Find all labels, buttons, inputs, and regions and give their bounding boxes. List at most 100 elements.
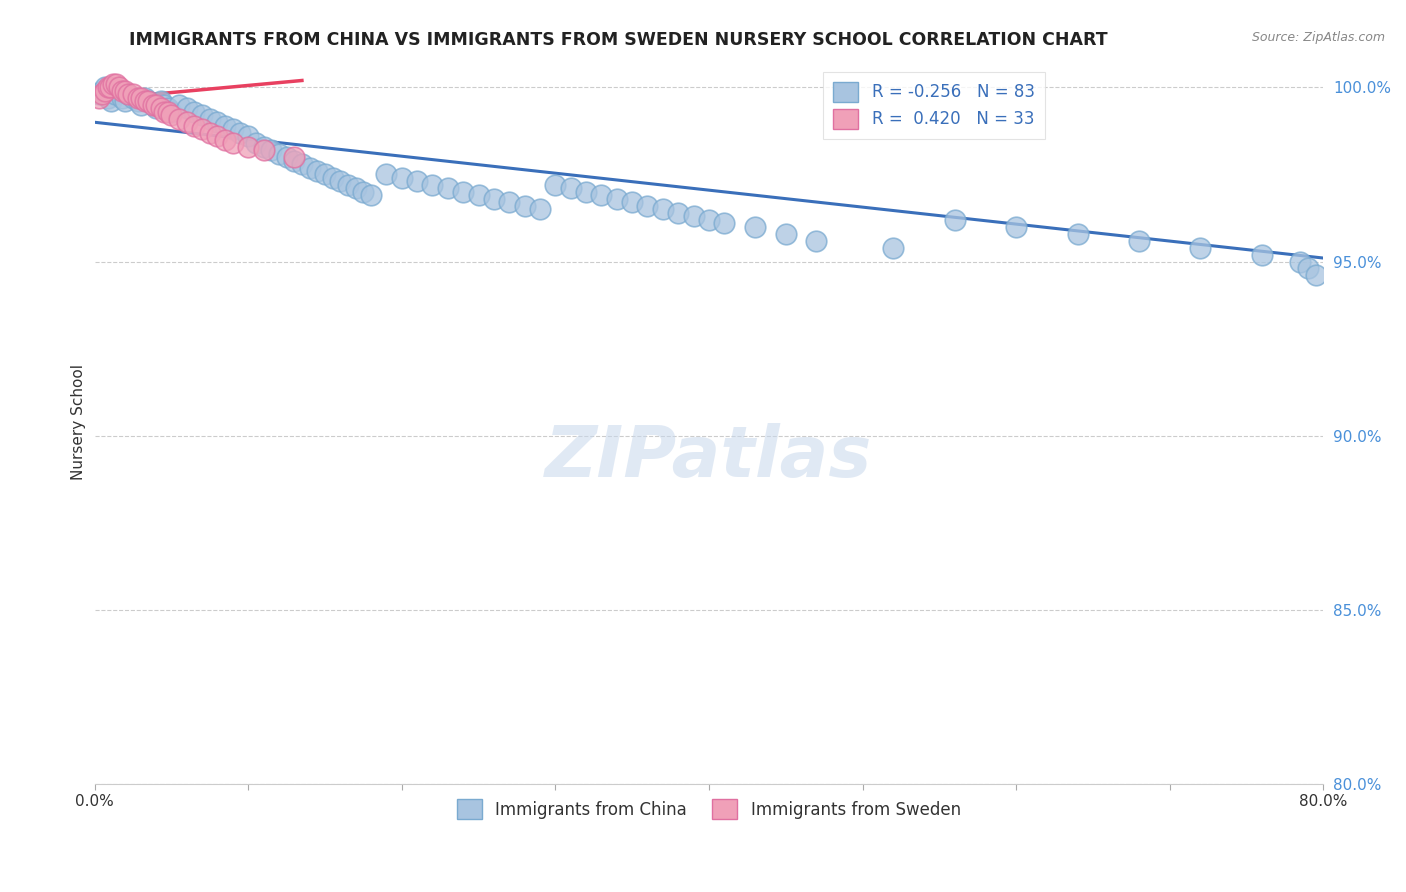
Point (149, 101, 172, 115)
Point (94, 80, 117, 95)
Legend: Immigrants from China, Immigrants from Sweden: Immigrants from China, Immigrants from S… (450, 792, 967, 826)
Point (91, 84, 114, 98)
Point (100, 95, 122, 109)
Point (176, 115, 198, 129)
Point (89, 91, 111, 105)
Point (245, 136, 267, 150)
Point (513, 199, 536, 213)
Point (606, 192, 628, 206)
Point (391, 171, 413, 186)
Point (1128, 234, 1150, 248)
Point (352, 185, 374, 199)
Point (152, 104, 174, 119)
Point (314, 168, 336, 182)
Point (222, 122, 245, 136)
Point (198, 112, 221, 126)
Y-axis label: Nursery School: Nursery School (72, 364, 86, 480)
Point (337, 178, 360, 192)
Point (114, 84, 136, 98)
Point (1250, 247, 1272, 261)
Point (214, 133, 236, 147)
Point (329, 174, 352, 188)
Point (437, 181, 460, 195)
Point (467, 188, 489, 202)
Point (360, 188, 382, 202)
Point (136, 95, 159, 109)
Point (621, 195, 644, 210)
Point (422, 178, 444, 192)
Point (134, 95, 156, 109)
Point (1289, 254, 1312, 268)
Point (260, 143, 283, 157)
Point (91, 87, 114, 102)
Point (283, 153, 305, 168)
Point (129, 91, 152, 105)
Text: ZIPatlas: ZIPatlas (546, 424, 873, 492)
Text: Source: ZipAtlas.com: Source: ZipAtlas.com (1251, 31, 1385, 45)
Point (157, 104, 180, 119)
Point (111, 91, 134, 105)
Point (651, 202, 673, 217)
Point (222, 136, 245, 150)
Point (103, 87, 125, 102)
Point (1305, 268, 1327, 283)
Point (344, 181, 367, 195)
Point (298, 161, 321, 175)
Point (882, 241, 904, 255)
Point (637, 199, 659, 213)
Point (451, 185, 474, 199)
Point (406, 174, 429, 188)
Point (575, 185, 598, 199)
Point (149, 95, 172, 109)
Point (529, 202, 551, 217)
Point (160, 104, 183, 119)
Point (307, 164, 329, 178)
Point (1066, 227, 1088, 241)
Point (167, 112, 190, 126)
Point (183, 104, 205, 119)
Point (1296, 261, 1319, 276)
Point (129, 98, 152, 112)
Point (238, 129, 260, 144)
Text: IMMIGRANTS FROM CHINA VS IMMIGRANTS FROM SWEDEN NURSERY SCHOOL CORRELATION CHART: IMMIGRANTS FROM CHINA VS IMMIGRANTS FROM… (129, 31, 1108, 49)
Point (142, 98, 165, 112)
Point (114, 95, 136, 109)
Point (591, 188, 613, 202)
Point (214, 119, 236, 133)
Point (560, 181, 582, 195)
Point (101, 77, 124, 91)
Point (697, 212, 720, 227)
Point (142, 98, 165, 112)
Point (775, 227, 797, 241)
Point (252, 139, 274, 153)
Point (943, 212, 966, 227)
Point (105, 77, 128, 91)
Point (111, 84, 134, 98)
Point (1005, 219, 1028, 234)
Point (1189, 241, 1212, 255)
Point (276, 150, 298, 164)
Point (291, 157, 314, 171)
Point (666, 206, 689, 220)
Point (322, 171, 344, 186)
Point (744, 219, 766, 234)
Point (544, 178, 567, 192)
Point (238, 139, 260, 153)
Point (160, 108, 183, 122)
Point (207, 115, 229, 129)
Point (806, 234, 828, 248)
Point (482, 192, 505, 206)
Point (229, 126, 252, 140)
Point (107, 84, 129, 98)
Point (98, 80, 121, 95)
Point (713, 216, 735, 230)
Point (152, 98, 174, 112)
Point (267, 146, 290, 161)
Point (252, 143, 274, 157)
Point (198, 126, 221, 140)
Point (283, 150, 305, 164)
Point (498, 195, 520, 210)
Point (167, 98, 190, 112)
Point (191, 108, 214, 122)
Point (108, 80, 131, 95)
